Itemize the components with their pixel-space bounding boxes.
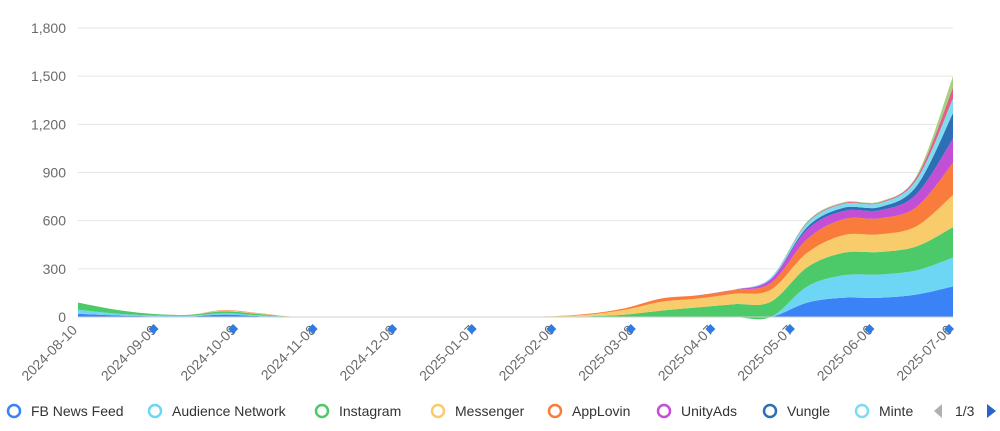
legend-label: Instagram <box>339 403 401 419</box>
y-tick-label: 1,500 <box>31 68 66 84</box>
legend-label: AppLovin <box>572 403 630 419</box>
x-tick-label: 2025-06-06 <box>814 322 876 384</box>
legend-label: UnityAds <box>681 403 737 419</box>
legend-marker-icon <box>147 403 163 419</box>
date-marker-icon <box>387 324 398 334</box>
legend-label: Messenger <box>455 403 525 419</box>
date-marker-icon <box>784 324 795 334</box>
legend-marker-icon <box>430 403 446 419</box>
date-marker-icon <box>705 324 716 334</box>
y-tick-label: 300 <box>43 261 67 277</box>
legend-marker-icon <box>762 403 778 419</box>
date-marker-icon <box>148 324 159 334</box>
legend-marker-icon <box>6 403 22 419</box>
grid-lines <box>78 27 953 318</box>
x-tick-label: 2024-08-10 <box>18 322 80 384</box>
x-tick-label: 2025-01-07 <box>416 322 478 384</box>
date-marker-icon <box>944 324 954 334</box>
legend-next-icon[interactable] <box>987 404 996 418</box>
date-marker-icon <box>625 324 636 334</box>
y-tick-label: 900 <box>43 165 67 181</box>
legend-marker-icon <box>547 403 563 419</box>
area-fb-news-feed <box>78 286 953 319</box>
y-tick-label: 600 <box>43 213 67 229</box>
x-tick-label: 2025-07-06 <box>893 322 955 384</box>
y-axis: 0 300 600 900 1,200 1,500 1,800 <box>31 20 66 325</box>
x-axis: 2024-08-10 2024-09-09 2024-10-09 2024-11-08… <box>18 322 955 384</box>
y-tick-label: 0 <box>58 309 66 325</box>
y-tick-label: 1,200 <box>31 116 66 132</box>
x-tick-label: 2025-05-07 <box>734 322 796 384</box>
legend-page-indicator: 1/3 <box>955 403 975 419</box>
legend-label: FB News Feed <box>31 403 124 419</box>
x-tick-label: 2024-09-09 <box>98 322 160 384</box>
date-marker-icon <box>228 324 239 334</box>
date-marker-icon <box>466 324 477 334</box>
legend-label: Vungle <box>787 403 830 419</box>
legend-marker-icon <box>314 403 330 419</box>
x-tick-label: 2025-04-07 <box>655 322 717 384</box>
y-tick-label: 1,800 <box>31 20 66 36</box>
legend-prev-icon[interactable] <box>934 404 942 418</box>
x-tick-label: 2025-02-06 <box>495 322 557 384</box>
legend-marker-icon <box>854 403 870 419</box>
x-tick-label: 2024-10-09 <box>177 322 239 384</box>
area-series <box>78 76 953 320</box>
x-tick-label: 2025-03-08 <box>575 322 637 384</box>
legend-label: Minte <box>879 403 913 419</box>
x-tick-label: 2024-12-08 <box>336 322 398 384</box>
date-marker-icon <box>864 324 875 334</box>
legend: FB News Feed Audience Network Instagram Mes… <box>6 403 996 419</box>
legend-label: Audience Network <box>172 403 287 419</box>
date-marker-icon <box>307 324 318 334</box>
date-marker-icon <box>546 324 557 334</box>
legend-marker-icon <box>656 403 672 419</box>
